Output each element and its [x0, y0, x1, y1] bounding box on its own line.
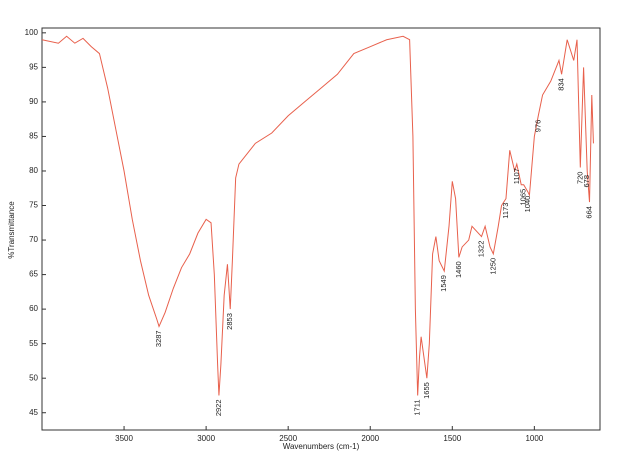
- peak-label: 1065: [519, 189, 528, 206]
- x-tick-label: 2500: [279, 434, 297, 443]
- peak-label: 3287: [154, 330, 163, 347]
- peak-label: 1173: [501, 203, 510, 219]
- y-tick-label: 90: [29, 97, 38, 106]
- plot-frame: [41, 27, 601, 431]
- y-tick-label: 50: [29, 373, 38, 382]
- x-tick-label: 1500: [443, 434, 461, 443]
- y-tick-label: 75: [29, 201, 38, 210]
- peak-label: 1655: [422, 382, 431, 399]
- peak-label: 1040: [523, 196, 532, 213]
- x-tick-label: 2000: [361, 434, 379, 443]
- y-tick-label: 80: [29, 166, 38, 175]
- x-tick-label: 3500: [115, 434, 133, 443]
- peak-label: 976: [533, 120, 542, 133]
- peak-label: 720: [575, 172, 584, 185]
- peak-label: 2922: [214, 399, 223, 416]
- y-axis-label: %Transmittance: [7, 201, 16, 259]
- peak-label: 1711: [413, 399, 422, 415]
- peak-label: 1322: [476, 241, 485, 258]
- peak-label: 664: [584, 206, 593, 219]
- y-tick-label: 45: [29, 408, 38, 417]
- peak-label: 1549: [439, 275, 448, 292]
- x-tick-label: 1000: [525, 434, 543, 443]
- y-tick-label: 70: [29, 235, 38, 244]
- spectrum-line: [41, 35, 594, 396]
- peak-label: 1460: [454, 261, 463, 278]
- y-tick-label: 85: [29, 132, 38, 141]
- y-tick-label: 55: [29, 339, 38, 348]
- y-tick-label: 95: [29, 62, 38, 71]
- y-tick-label: 100: [25, 28, 39, 37]
- peak-label: 834: [557, 78, 566, 91]
- peak-label: 1250: [488, 258, 497, 275]
- y-tick-label: 60: [29, 304, 38, 313]
- x-tick-label: 3000: [197, 434, 215, 443]
- x-axis-label: Wavenumbers (cm-1): [283, 442, 360, 451]
- peak-label: 678: [582, 175, 591, 188]
- peak-label: 2853: [225, 313, 234, 330]
- y-tick-label: 65: [29, 270, 38, 279]
- peak-label: 1107: [512, 168, 521, 184]
